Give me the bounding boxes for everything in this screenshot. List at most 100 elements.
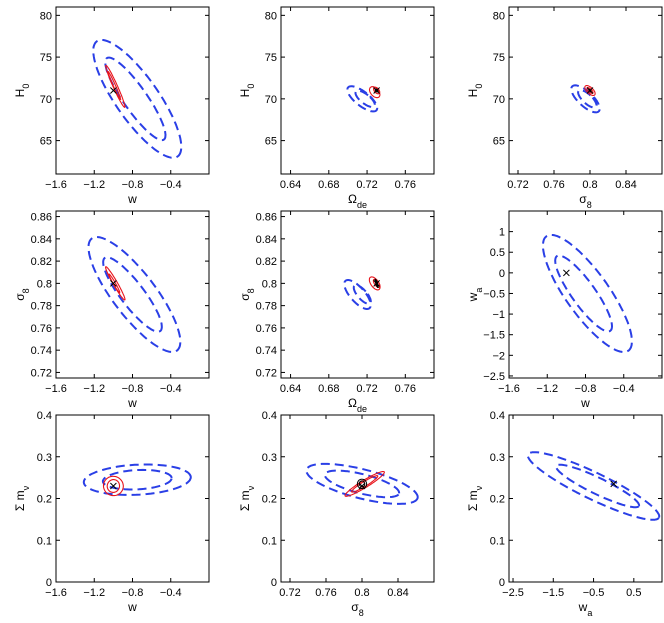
x-tick-label: 0.84 xyxy=(387,587,408,599)
contour-blue-dashed-1 xyxy=(102,256,163,333)
contour-group xyxy=(570,84,601,114)
y-tick-label: 65 xyxy=(493,136,505,148)
contour-red-3 xyxy=(351,475,379,493)
contour-blue-dashed-0 xyxy=(570,84,601,114)
y-tick-label: 0.86 xyxy=(31,212,52,224)
x-tick-label: 0.72 xyxy=(356,383,377,395)
x-tick-label: 0.8 xyxy=(582,179,597,191)
contour-red-2 xyxy=(105,64,126,108)
y-tick-label: 75 xyxy=(265,52,277,64)
y-tick-label: 0.4 xyxy=(490,410,505,422)
y-axis-label: H0 xyxy=(238,84,256,98)
y-tick-label: 0.74 xyxy=(256,345,277,357)
x-tick-label: 0.72 xyxy=(356,179,377,191)
y-tick-label: 0.78 xyxy=(256,301,277,313)
y-tick-label: 0.8 xyxy=(262,278,277,290)
fiducial-marker xyxy=(563,269,570,277)
y-tick-label: 0.1 xyxy=(262,535,277,547)
axis-frame xyxy=(280,210,435,379)
y-tick-label: 0 xyxy=(499,268,505,280)
contour-red-2 xyxy=(368,276,381,291)
y-tick-label: 65 xyxy=(265,136,277,148)
x-tick-label: 0.84 xyxy=(615,179,636,191)
fiducial-marker xyxy=(110,87,117,94)
axis-frame xyxy=(55,414,210,583)
panel-w-wa: −1.6 −1.2 −0.8 −0.4 −2.5 −2 −1.5 −1 −0.5 0 0.5 1 w wa xyxy=(466,210,663,410)
y-tick-label: 75 xyxy=(40,52,52,64)
x-tick-label: −0.8 xyxy=(575,383,597,395)
contour-group xyxy=(541,233,633,354)
y-tick-label: 0.3 xyxy=(262,452,277,464)
y-tick-label: 0.1 xyxy=(490,535,505,547)
x-tick-label: −0.8 xyxy=(122,587,144,599)
contour-blue-dashed-1 xyxy=(101,468,173,491)
x-tick-label: −1.6 xyxy=(45,587,67,599)
x-tick-label: 0.72 xyxy=(507,179,528,191)
x-tick-label: 0.76 xyxy=(315,587,336,599)
x-tick-label: −1.6 xyxy=(45,179,67,191)
x-tick-label: 0.8 xyxy=(354,587,369,599)
y-tick-label: 0 xyxy=(46,577,52,589)
contour-red-2 xyxy=(344,470,385,497)
fiducial-marker xyxy=(373,87,380,94)
y-tick-label: 0 xyxy=(499,577,505,589)
contour-red-2 xyxy=(368,86,381,99)
y-tick-label: 80 xyxy=(493,10,505,22)
y-tick-label: 70 xyxy=(265,94,277,106)
x-axis-label: w xyxy=(127,192,137,206)
x-tick-label: −1.5 xyxy=(542,587,564,599)
panel-sigma8-sum-m-nu: 0.72 0.76 0.8 0.84 0 0.1 0.2 0.3 0.4 σ8 Σ mν xyxy=(238,410,435,618)
fiducial-marker xyxy=(358,482,366,490)
fiducial-marker xyxy=(610,480,618,488)
contour-blue-dashed-0 xyxy=(87,236,182,353)
y-tick-label: 70 xyxy=(40,94,52,106)
contour-group xyxy=(346,85,381,113)
panel-w-sum-m-nu: −1.6 −1.2 −0.8 −0.4 0 0.1 0.2 0.3 0.4 w Σ mν xyxy=(13,410,210,614)
panel-omega-H0: 0.64 0.68 0.72 0.76 65 70 75 80 Ωde H0 xyxy=(238,6,435,210)
axis-frame xyxy=(55,6,210,175)
x-tick-label: −0.4 xyxy=(160,587,182,599)
panel-omega-sigma8: 0.64 0.68 0.72 0.76 0.72 0.74 0.76 0.78 0.8 0.82 0… xyxy=(238,210,435,414)
contour-group xyxy=(526,451,661,521)
x-tick-label: −1.2 xyxy=(536,383,558,395)
y-tick-label: 0.2 xyxy=(490,494,505,506)
x-tick-label: −0.8 xyxy=(122,383,144,395)
y-tick-label: 0.84 xyxy=(256,234,277,246)
x-tick-label: −0.4 xyxy=(160,383,182,395)
contour-blue-dashed-1 xyxy=(555,463,641,509)
y-tick-label: 0.2 xyxy=(262,494,277,506)
x-tick-label: −1.2 xyxy=(83,179,105,191)
y-tick-label: 0.3 xyxy=(490,452,505,464)
x-tick-label: −0.4 xyxy=(613,383,635,395)
x-tick-label: 0.72 xyxy=(279,587,300,599)
x-axis-label: σ8 xyxy=(351,600,363,618)
y-tick-label: −0.5 xyxy=(483,288,505,300)
x-axis-label: wa xyxy=(578,600,593,618)
x-tick-label: 0.76 xyxy=(543,179,564,191)
y-tick-label: 0.72 xyxy=(256,367,277,379)
x-tick-label: −0.4 xyxy=(160,179,182,191)
x-axis-label: σ8 xyxy=(579,192,591,210)
y-tick-label: 0.82 xyxy=(31,256,52,268)
contour-red-3 xyxy=(107,70,122,101)
x-axis-label: Ωde xyxy=(348,192,367,210)
x-tick-label: 0.64 xyxy=(280,383,301,395)
panel-w-H0: −1.6 −1.2 −0.8 −0.4 65 70 75 80 w H0 xyxy=(13,6,210,206)
y-tick-label: −2 xyxy=(492,350,505,362)
contour-blue-dashed-0 xyxy=(305,462,419,505)
x-tick-label: 0.76 xyxy=(395,179,416,191)
x-tick-label: 0.68 xyxy=(318,383,339,395)
contour-red-3 xyxy=(106,479,121,493)
fiducial-marker xyxy=(586,87,594,94)
contour-black-5 xyxy=(358,480,366,488)
contour-blue-dashed-0 xyxy=(92,38,183,159)
x-tick-label: −1.2 xyxy=(83,383,105,395)
x-axis-label: Ωde xyxy=(348,396,367,414)
x-tick-label: −1.2 xyxy=(83,587,105,599)
y-axis-label: σ8 xyxy=(13,288,31,300)
x-tick-label: −1.6 xyxy=(498,383,520,395)
fiducial-marker xyxy=(373,280,380,287)
axis-frame xyxy=(508,414,663,583)
y-tick-label: 80 xyxy=(265,10,277,22)
x-tick-label: 0.68 xyxy=(318,179,339,191)
